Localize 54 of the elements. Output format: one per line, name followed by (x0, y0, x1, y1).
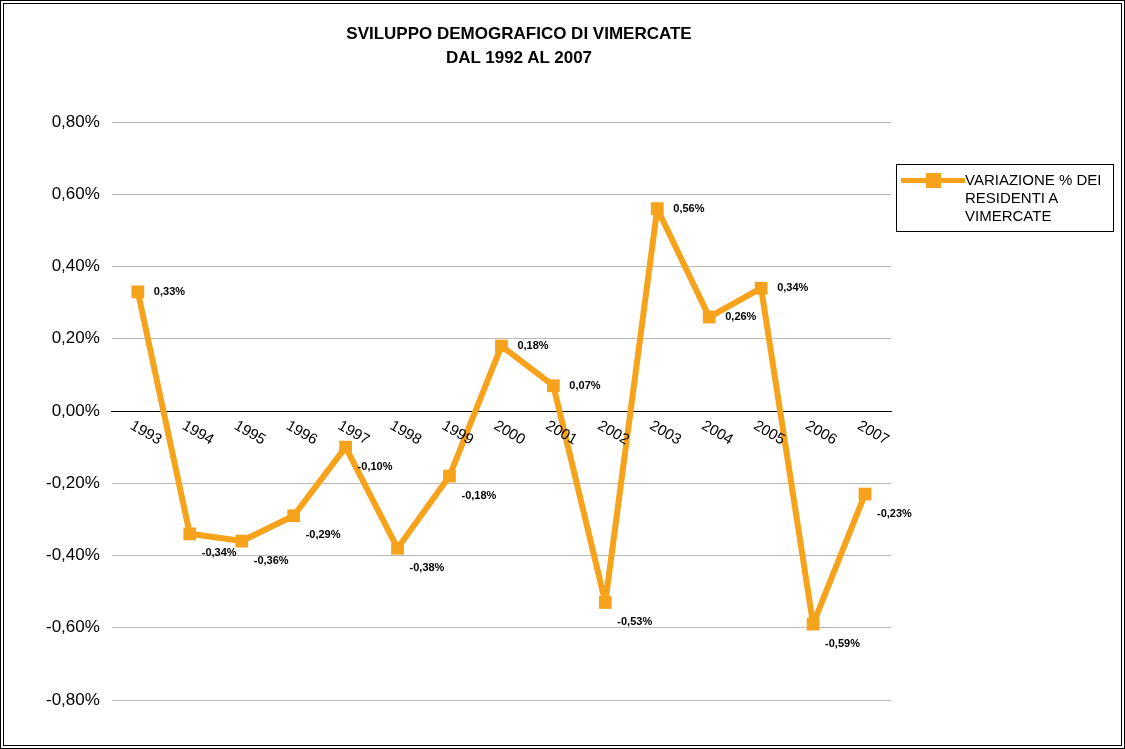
data-label: -0,38% (409, 560, 445, 573)
x-tick-label: 1998 (387, 416, 425, 448)
chart-title: SVILUPPO DEMOGRAFICO DI VIMERCATE DAL 1992 AL 2007 (345, 23, 693, 69)
y-tick-label: -0,40% (45, 545, 100, 565)
x-tick-label: 1999 (439, 416, 477, 448)
data-label: 0,34% (777, 281, 809, 294)
y-tick-label: 0,80% (51, 111, 100, 131)
data-label: 0,33% (153, 284, 186, 297)
point (650, 202, 664, 216)
y-tick-label: -0,80% (45, 689, 100, 709)
data-label: 0,26% (725, 310, 757, 323)
y-tick-label: -0,60% (45, 617, 100, 637)
data-label: 0,07% (569, 378, 601, 391)
point (443, 469, 456, 483)
x-tick-label: 1993 (127, 416, 166, 448)
x-tick-label: 1994 (179, 416, 218, 448)
y-tick-label: 0,60% (51, 183, 100, 203)
point (806, 617, 820, 631)
x-tick-label: 2003 (647, 416, 685, 448)
x-tick-label: 2005 (751, 416, 789, 448)
x-tick-label: 1995 (231, 416, 270, 448)
legend-label: VARIAZIONE % DEI RESIDENTI A VIMERCATE (965, 171, 1103, 225)
y-tick-label: 0,40% (51, 256, 100, 276)
y-tick-label: -0,20% (45, 472, 100, 492)
x-tick-label: 1996 (283, 416, 322, 448)
x-tick-label: 2006 (803, 416, 841, 448)
data-label: -0,23% (877, 506, 913, 519)
point (183, 527, 197, 541)
point (235, 534, 249, 548)
data-label: -0,34% (201, 546, 237, 559)
point (598, 596, 612, 609)
x-tick-label: 2000 (491, 416, 529, 448)
data-label: 0,18% (517, 339, 549, 352)
y-tick-label: 0,20% (51, 328, 100, 348)
data-label: -0,59% (825, 636, 861, 649)
x-tick-label: 2004 (699, 416, 737, 448)
data-label: -0,10% (357, 459, 393, 472)
x-tick-label: 2001 (543, 416, 581, 448)
data-label: -0,36% (253, 553, 289, 566)
data-label: -0,18% (461, 488, 497, 501)
y-tick-label: 0,00% (51, 400, 100, 420)
point (495, 339, 508, 353)
point (547, 379, 560, 393)
x-tick-label: 2007 (855, 416, 893, 448)
data-label: 0,56% (673, 201, 705, 214)
data-label: -0,53% (617, 614, 653, 627)
x-tick-label: 1997 (335, 416, 373, 448)
point (391, 541, 404, 555)
point (754, 281, 768, 295)
data-label: -0,29% (305, 528, 341, 541)
point (131, 285, 145, 299)
point (287, 509, 301, 523)
x-tick-label: 2002 (595, 416, 633, 448)
point (702, 310, 716, 324)
